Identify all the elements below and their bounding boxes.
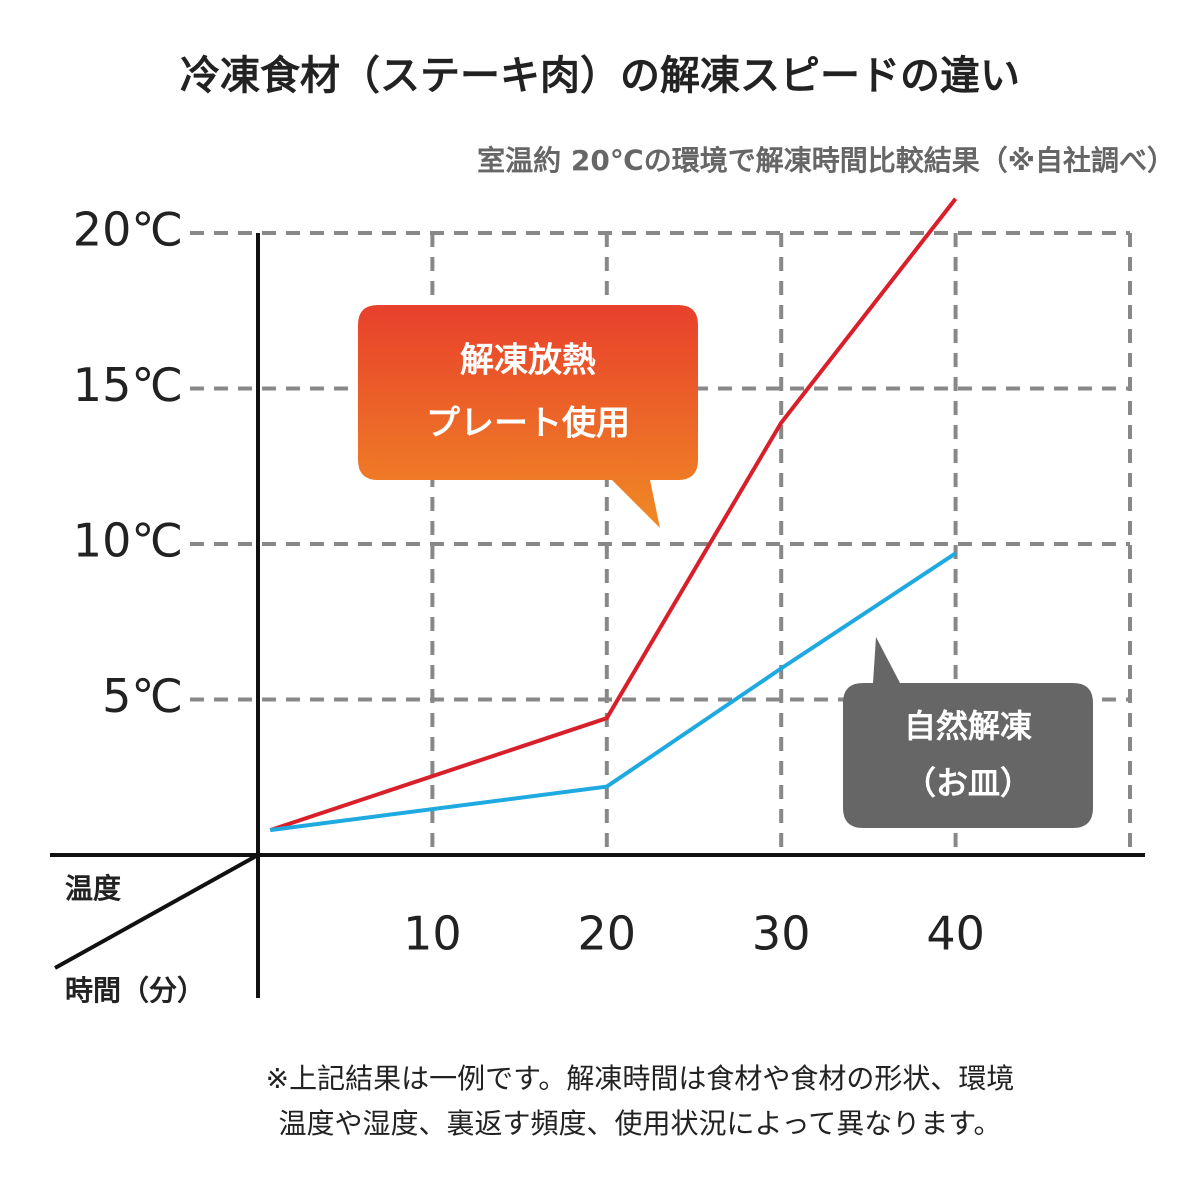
y-tick-label: 5℃ — [102, 669, 183, 723]
chart-subtitle: 室温約 20℃の環境で解凍時間比較結果（※自社調べ） — [477, 144, 1175, 177]
callout-bubble — [358, 305, 698, 528]
series-label: プレート使用 — [426, 404, 630, 444]
footnote: 温度や湿度、裏返す頻度、使用状況によって異なります。 — [279, 1107, 1002, 1140]
footnote: ※上記結果は一例です。解凍時間は食材や食材の形状、環境 — [266, 1062, 1015, 1095]
x-axis-label: 時間（分） — [65, 974, 205, 1007]
x-tick-label: 30 — [752, 907, 811, 961]
x-tick-label: 20 — [578, 907, 637, 961]
series-label: （お皿） — [904, 764, 1032, 802]
y-tick-label: 10℃ — [73, 514, 183, 568]
axis-diagonal — [54, 853, 259, 970]
series-label: 自然解凍 — [904, 707, 1032, 745]
y-axis-label: 温度 — [65, 872, 121, 905]
x-tick-label: 40 — [926, 907, 985, 961]
chart-title: 冷凍食材（ステーキ肉）の解凍スピードの違い — [180, 53, 1020, 99]
data-line — [269, 197, 958, 833]
callout-bubble — [843, 637, 1093, 828]
series-label: 解凍放熱 — [460, 341, 596, 381]
x-tick-label: 10 — [403, 907, 462, 961]
data-line — [269, 551, 957, 833]
y-tick-label: 20℃ — [73, 203, 183, 257]
y-tick-label: 15℃ — [73, 358, 183, 412]
